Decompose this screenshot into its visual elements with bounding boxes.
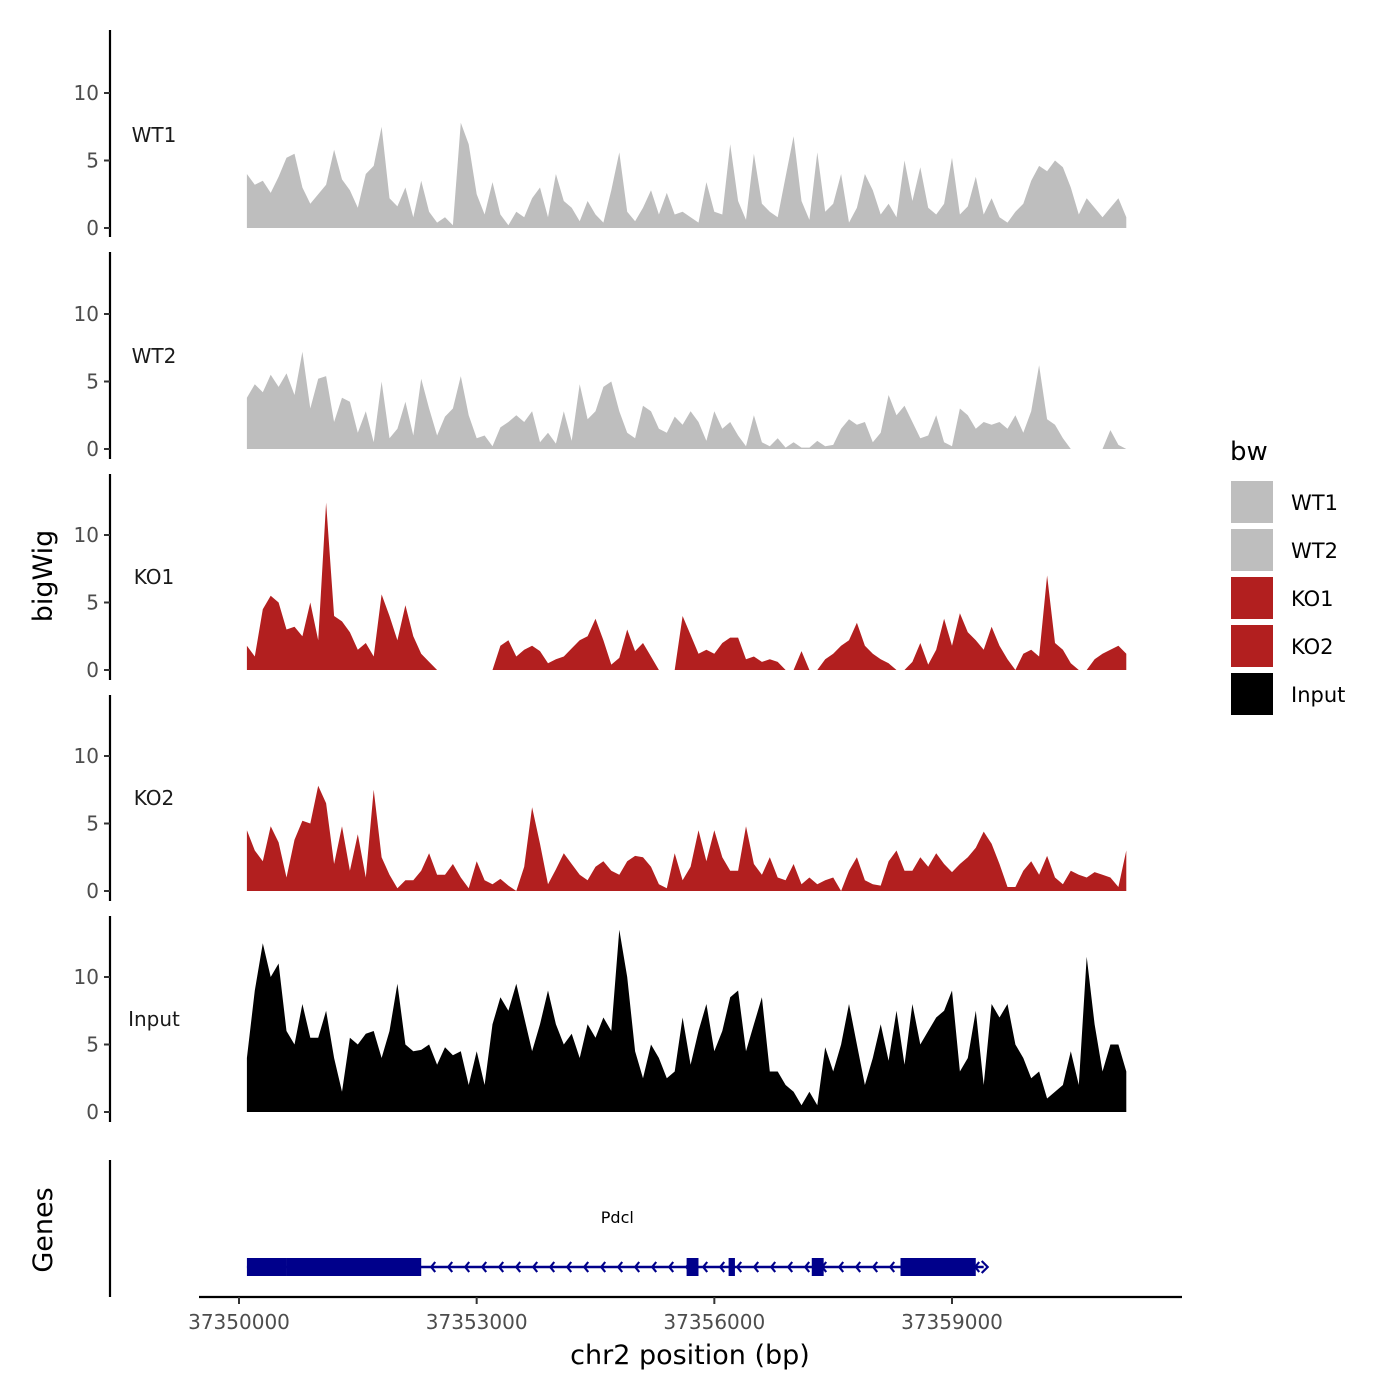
- gene-exon: [686, 1258, 699, 1276]
- gene-exon: [900, 1258, 952, 1276]
- y-tick-label: 10: [74, 965, 99, 989]
- track-ko1: 0 5 10 KO1: [74, 474, 1127, 682]
- track-label-input: Input: [128, 1007, 180, 1031]
- strand-arrow: [803, 1261, 811, 1273]
- area-input: [246, 929, 1127, 1112]
- strand-arrow: [854, 1261, 862, 1273]
- gene-exon: [286, 1258, 422, 1276]
- gene-exon: [811, 1258, 824, 1276]
- strand-arrow: [667, 1261, 675, 1273]
- strand-arrow: [701, 1261, 709, 1273]
- y-tick-label: 5: [86, 591, 99, 615]
- strand-arrow: [565, 1261, 573, 1273]
- strand-arrow: [888, 1261, 896, 1273]
- legend-label: KO1: [1291, 587, 1334, 611]
- track-panels: 0 5 10 WT1 0 5 10 WT2 0 5 10 KO1 0 5 10 KO2 0 5 10 Input: [74, 30, 1127, 1124]
- gene-name-label: Pdcl: [601, 1208, 634, 1227]
- x-tick-label: 37356000: [663, 1310, 765, 1334]
- legend-label: WT1: [1291, 491, 1338, 515]
- genes-panel: Pdcl: [108, 1160, 990, 1297]
- legend-label: Input: [1291, 683, 1345, 707]
- y-axis-title: bigWig: [28, 530, 59, 623]
- strand-arrow: [871, 1261, 879, 1273]
- y-tick-label: 5: [86, 1033, 99, 1057]
- strand-arrow: [514, 1261, 522, 1273]
- track-label-wt1: WT1: [132, 123, 177, 147]
- strand-arrow: [837, 1261, 845, 1273]
- strand-arrow: [980, 1260, 990, 1274]
- y-tick-label: 5: [86, 149, 99, 173]
- strand-arrow: [616, 1261, 624, 1273]
- legend-item-input: Input: [1229, 671, 1345, 717]
- track-label-ko1: KO1: [134, 565, 175, 589]
- gene-exon: [246, 1258, 287, 1276]
- strand-arrow: [752, 1261, 760, 1273]
- x-axis-title: chr2 position (bp): [570, 1340, 810, 1371]
- y-tick-label: 5: [86, 812, 99, 836]
- strand-arrow: [446, 1261, 454, 1273]
- legend-label: WT2: [1291, 539, 1338, 563]
- area-wt1: [246, 122, 1127, 228]
- area-ko2: [246, 785, 1127, 891]
- area-wt2: [246, 351, 1127, 449]
- y-tick-label: 0: [86, 216, 99, 240]
- legend-swatch: [1229, 479, 1275, 525]
- legend-item-ko2: KO2: [1229, 623, 1334, 669]
- strand-arrow: [582, 1261, 590, 1273]
- y-tick-label: 10: [74, 81, 99, 105]
- x-tick-label: 37359000: [901, 1310, 1003, 1334]
- strand-arrow: [480, 1261, 488, 1273]
- strand-arrow: [786, 1261, 794, 1273]
- y-tick-label: 10: [74, 744, 99, 768]
- legend: bw WT1 WT2 KO1 KO2 Input: [1229, 437, 1345, 717]
- strand-arrow: [531, 1261, 539, 1273]
- legend-swatch: [1229, 623, 1275, 669]
- legend-label: KO2: [1291, 635, 1334, 659]
- y-tick-label: 0: [86, 1100, 99, 1124]
- track-label-wt2: WT2: [132, 344, 177, 368]
- strand-arrow: [718, 1261, 726, 1273]
- strand-arrow: [599, 1261, 607, 1273]
- x-tick-label: 37353000: [426, 1310, 528, 1334]
- strand-arrow: [548, 1261, 556, 1273]
- y-tick-label: 5: [86, 370, 99, 394]
- track-input: 0 5 10 Input: [74, 916, 1127, 1124]
- strand-arrow: [633, 1261, 641, 1273]
- track-ko2: 0 5 10 KO2: [74, 695, 1127, 903]
- legend-item-wt2: WT2: [1229, 527, 1338, 573]
- strand-arrow: [497, 1261, 505, 1273]
- track-wt1: 0 5 10 WT1: [74, 30, 1127, 240]
- legend-item-wt1: WT1: [1229, 479, 1338, 525]
- legend-swatch: [1229, 575, 1275, 621]
- y-tick-label: 10: [74, 302, 99, 326]
- gene-exon: [728, 1258, 735, 1276]
- y-tick-label: 0: [86, 658, 99, 682]
- gene-pdcl: Pdcl: [246, 1208, 990, 1276]
- x-tick-label: 37350000: [188, 1310, 290, 1334]
- strand-arrow: [735, 1261, 743, 1273]
- y-tick-label: 0: [86, 879, 99, 903]
- legend-swatch: [1229, 671, 1275, 717]
- y-tick-label: 0: [86, 437, 99, 461]
- strand-arrow: [769, 1261, 777, 1273]
- strand-arrow: [650, 1261, 658, 1273]
- legend-item-ko1: KO1: [1229, 575, 1334, 621]
- track-label-ko2: KO2: [134, 786, 175, 810]
- x-axis: 37350000 37353000 37356000 37359000: [188, 1295, 1182, 1334]
- track-wt2: 0 5 10 WT2: [74, 252, 1127, 461]
- gene-exon: [952, 1258, 976, 1276]
- legend-swatch: [1229, 527, 1275, 573]
- legend-title: bw: [1230, 437, 1268, 467]
- area-ko1: [246, 502, 1127, 670]
- y-tick-label: 10: [74, 523, 99, 547]
- strand-arrow: [463, 1261, 471, 1273]
- genes-axis-title: Genes: [28, 1187, 59, 1272]
- strand-arrow: [429, 1261, 437, 1273]
